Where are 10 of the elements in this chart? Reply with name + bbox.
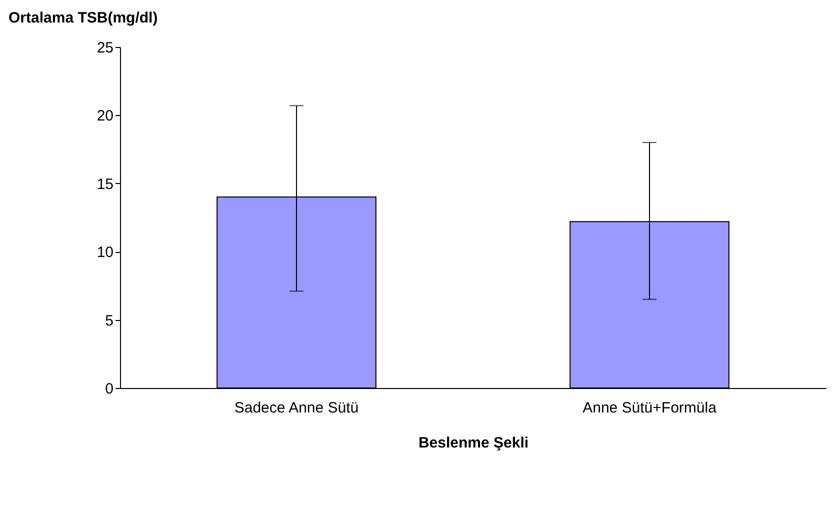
y-axis-title: Ortalama TSB(mg/dl) [8,10,158,26]
y-tick-label: 0 [105,380,114,398]
x-tick-label: Anne Sütü+Formüla [582,400,718,416]
x-axis-title: Beslenme Şekli [418,434,529,452]
y-tick-label: 20 [96,108,114,125]
y-tick-label: 15 [96,176,114,193]
y-tick-label: 5 [105,312,114,330]
x-tick-label: Sadece Anne Sütü [234,400,359,416]
y-tick-label: 25 [96,40,114,56]
y-tick-label: 10 [96,244,114,262]
